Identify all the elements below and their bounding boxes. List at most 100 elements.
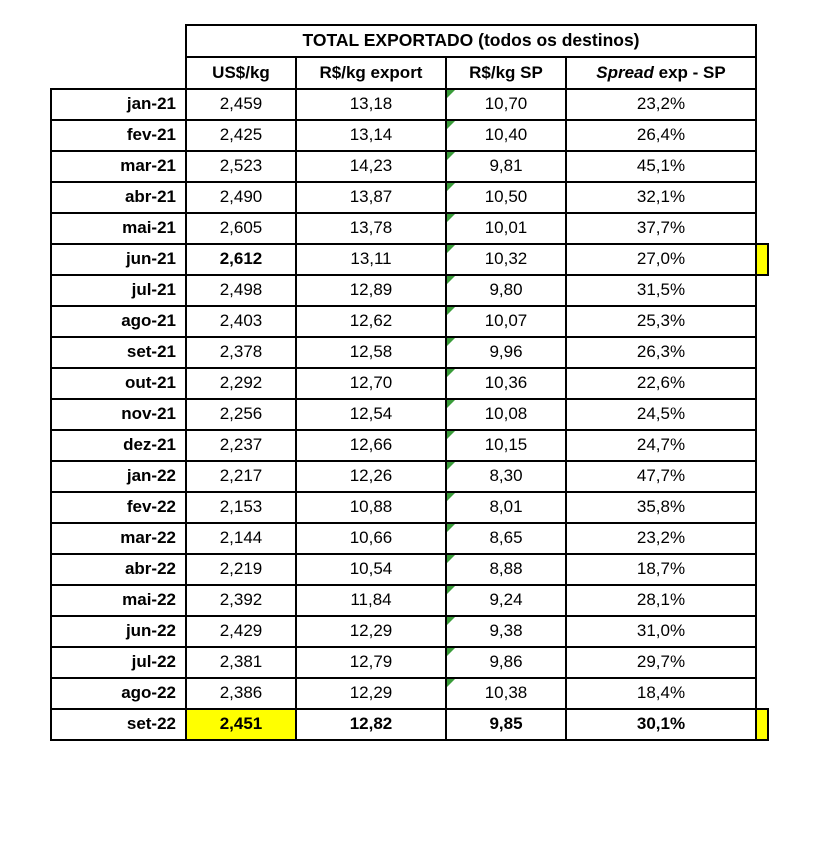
- right-edge-spacer: [756, 151, 768, 182]
- title-row: TOTAL EXPORTADO (todos os destinos): [51, 24, 768, 58]
- right-edge-spacer: [756, 523, 768, 554]
- usd-kg-cell: 2,498: [185, 274, 297, 307]
- table-row: jan-22 2,217 12,26 8,30 47,7%: [50, 460, 768, 493]
- corner-blank: [51, 25, 186, 57]
- right-edge-spacer: [756, 647, 768, 678]
- usd-kg-cell: 2,256: [185, 398, 297, 431]
- rs-kg-export-cell: 12,54: [295, 398, 447, 431]
- right-edge-spacer: [756, 120, 768, 151]
- rs-kg-sp-cell: 10,07: [445, 305, 567, 338]
- spread-cell: 30,1%: [565, 708, 757, 741]
- right-edge-spacer: [756, 616, 768, 647]
- rs-kg-sp-cell: 10,01: [445, 212, 567, 245]
- col-header-usd-kg: US$/kg: [185, 56, 297, 90]
- right-edge-spacer: [756, 399, 768, 430]
- right-edge-spacer: [756, 337, 768, 368]
- usd-kg-cell: 2,217: [185, 460, 297, 493]
- rs-kg-sp-cell: 9,85: [445, 708, 567, 741]
- rs-kg-export-cell: 13,14: [295, 119, 447, 152]
- col-header-rs-kg-export: R$/kg export: [295, 56, 447, 90]
- rs-kg-sp-cell: 10,38: [445, 677, 567, 710]
- table-row: ago-21 2,403 12,62 10,07 25,3%: [50, 305, 768, 338]
- usd-kg-cell: 2,490: [185, 181, 297, 214]
- row-label: jul-22: [50, 646, 187, 679]
- spread-cell: 37,7%: [565, 212, 757, 245]
- table-row: fev-21 2,425 13,14 10,40 26,4%: [50, 119, 768, 152]
- rs-kg-export-cell: 12,29: [295, 677, 447, 710]
- rs-kg-sp-cell: 9,81: [445, 150, 567, 183]
- table-row: set-22 2,451 12,82 9,85 30,1%: [50, 708, 769, 741]
- col-header-spread: Spread exp - SP: [565, 56, 757, 90]
- usd-kg-cell: 2,425: [185, 119, 297, 152]
- rs-kg-export-cell: 12,82: [295, 708, 447, 741]
- rs-kg-sp-cell: 8,01: [445, 491, 567, 524]
- exported-prices-table: TOTAL EXPORTADO (todos os destinos) US$/…: [50, 24, 769, 741]
- spread-cell: 23,2%: [565, 522, 757, 555]
- right-edge-spacer: [756, 213, 768, 244]
- rs-kg-export-cell: 11,84: [295, 584, 447, 617]
- table-row: dez-21 2,237 12,66 10,15 24,7%: [50, 429, 768, 462]
- right-edge-spacer: [756, 89, 768, 120]
- rs-kg-sp-cell: 10,70: [445, 88, 567, 121]
- usd-kg-cell: 2,153: [185, 491, 297, 524]
- rs-kg-export-cell: 12,89: [295, 274, 447, 307]
- right-edge-spacer: [756, 585, 768, 616]
- row-label: fev-21: [50, 119, 187, 152]
- rs-kg-sp-cell: 9,86: [445, 646, 567, 679]
- spread-cell: 45,1%: [565, 150, 757, 183]
- row-label: jun-21: [50, 243, 187, 276]
- usd-kg-cell: 2,292: [185, 367, 297, 400]
- table-row: nov-21 2,256 12,54 10,08 24,5%: [50, 398, 768, 431]
- rs-kg-sp-cell: 10,36: [445, 367, 567, 400]
- right-edge-highlight: [756, 243, 769, 276]
- spread-cell: 31,0%: [565, 615, 757, 648]
- spread-suffix: exp - SP: [653, 62, 726, 82]
- rs-kg-sp-cell: 9,38: [445, 615, 567, 648]
- row-label: abr-21: [50, 181, 187, 214]
- row-label: out-21: [50, 367, 187, 400]
- row-label: mai-21: [50, 212, 187, 245]
- rs-kg-export-cell: 13,87: [295, 181, 447, 214]
- exported-prices-table-wrap: TOTAL EXPORTADO (todos os destinos) US$/…: [50, 24, 769, 741]
- table-row: mai-22 2,392 11,84 9,24 28,1%: [50, 584, 768, 617]
- right-edge-spacer: [756, 554, 768, 585]
- rs-kg-export-cell: 13,78: [295, 212, 447, 245]
- right-edge-spacer: [756, 678, 768, 709]
- right-edge-spacer: [756, 182, 768, 213]
- table-row: out-21 2,292 12,70 10,36 22,6%: [50, 367, 768, 400]
- table-body: jan-21 2,459 13,18 10,70 23,2% fev-21 2,425 13,…: [50, 88, 769, 741]
- usd-kg-cell: 2,429: [185, 615, 297, 648]
- table-row: fev-22 2,153 10,88 8,01 35,8%: [50, 491, 768, 524]
- right-edge-spacer: [756, 492, 768, 523]
- rs-kg-sp-cell: 9,80: [445, 274, 567, 307]
- rs-kg-sp-cell: 8,30: [445, 460, 567, 493]
- rs-kg-export-cell: 13,18: [295, 88, 447, 121]
- row-label: jul-21: [50, 274, 187, 307]
- table-row: abr-21 2,490 13,87 10,50 32,1%: [50, 181, 768, 214]
- rs-kg-export-cell: 12,58: [295, 336, 447, 369]
- spread-cell: 28,1%: [565, 584, 757, 617]
- usd-kg-cell: 2,378: [185, 336, 297, 369]
- right-edge-highlight: [756, 708, 769, 741]
- right-edge-spacer: [756, 461, 768, 492]
- rs-kg-sp-cell: 10,40: [445, 119, 567, 152]
- rs-kg-export-cell: 12,79: [295, 646, 447, 679]
- spread-cell: 47,7%: [565, 460, 757, 493]
- spread-cell: 23,2%: [565, 88, 757, 121]
- spread-cell: 18,7%: [565, 553, 757, 586]
- rs-kg-sp-cell: 8,65: [445, 522, 567, 555]
- right-edge-spacer: [756, 368, 768, 399]
- table-row: jul-22 2,381 12,79 9,86 29,7%: [50, 646, 768, 679]
- spread-cell: 27,0%: [565, 243, 757, 276]
- row-label: jan-21: [50, 88, 187, 121]
- spread-cell: 22,6%: [565, 367, 757, 400]
- row-label: abr-22: [50, 553, 187, 586]
- spread-cell: 29,7%: [565, 646, 757, 679]
- right-edge-spacer: [756, 430, 768, 461]
- rs-kg-export-cell: 10,66: [295, 522, 447, 555]
- rs-kg-export-cell: 12,29: [295, 615, 447, 648]
- row-label: mar-22: [50, 522, 187, 555]
- spread-word-italic: Spread: [596, 62, 654, 82]
- table-row: mar-22 2,144 10,66 8,65 23,2%: [50, 522, 768, 555]
- spread-cell: 24,7%: [565, 429, 757, 462]
